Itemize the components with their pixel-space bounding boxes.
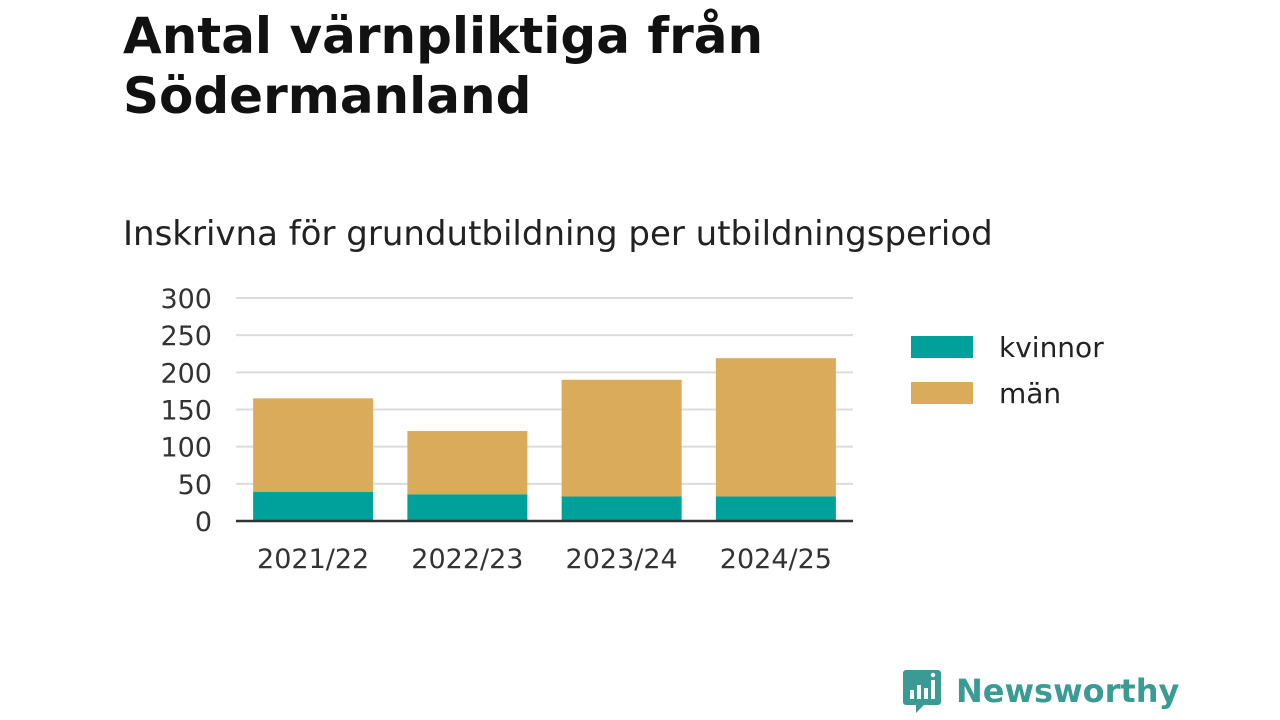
legend-item-man: män — [911, 370, 1104, 416]
newsworthy-logo: Newsworthy — [902, 668, 1179, 714]
chart-title: Antal värnpliktiga från Södermanland — [123, 7, 764, 125]
y-tick-label: 250 — [160, 321, 212, 352]
x-tick-label: 2021/22 — [257, 544, 369, 575]
bar-kvinnor — [407, 494, 528, 521]
y-tick-label: 0 — [195, 507, 212, 538]
newsworthy-logo-icon — [903, 670, 941, 713]
legend-swatch-kvinnor — [911, 336, 973, 358]
bar-kvinnor — [715, 496, 836, 521]
x-tick-label: 2024/25 — [720, 544, 832, 575]
legend-label-man: män — [999, 376, 1062, 410]
bar-man — [561, 379, 682, 497]
bar-man — [715, 358, 836, 497]
chart-subtitle: Inskrivna för grundutbildning per utbild… — [123, 214, 993, 254]
bar-man — [407, 431, 528, 495]
bar-kvinnor — [253, 492, 374, 521]
y-tick-label: 150 — [160, 396, 212, 427]
bar-kvinnor — [561, 496, 682, 521]
y-tick-label: 200 — [160, 358, 212, 389]
legend-label-kvinnor: kvinnor — [999, 330, 1104, 364]
legend-item-kvinnor: kvinnor — [911, 324, 1104, 370]
legend-swatch-man — [911, 382, 973, 404]
bar-man — [253, 398, 374, 493]
x-tick-label: 2022/23 — [411, 544, 523, 575]
chart-legend: kvinnor män — [911, 324, 1104, 416]
brand-name: Newsworthy — [956, 672, 1180, 710]
y-tick-label: 50 — [178, 470, 212, 501]
y-tick-label: 100 — [160, 433, 212, 464]
x-tick-label: 2023/24 — [566, 544, 678, 575]
y-tick-label: 300 — [160, 284, 212, 315]
